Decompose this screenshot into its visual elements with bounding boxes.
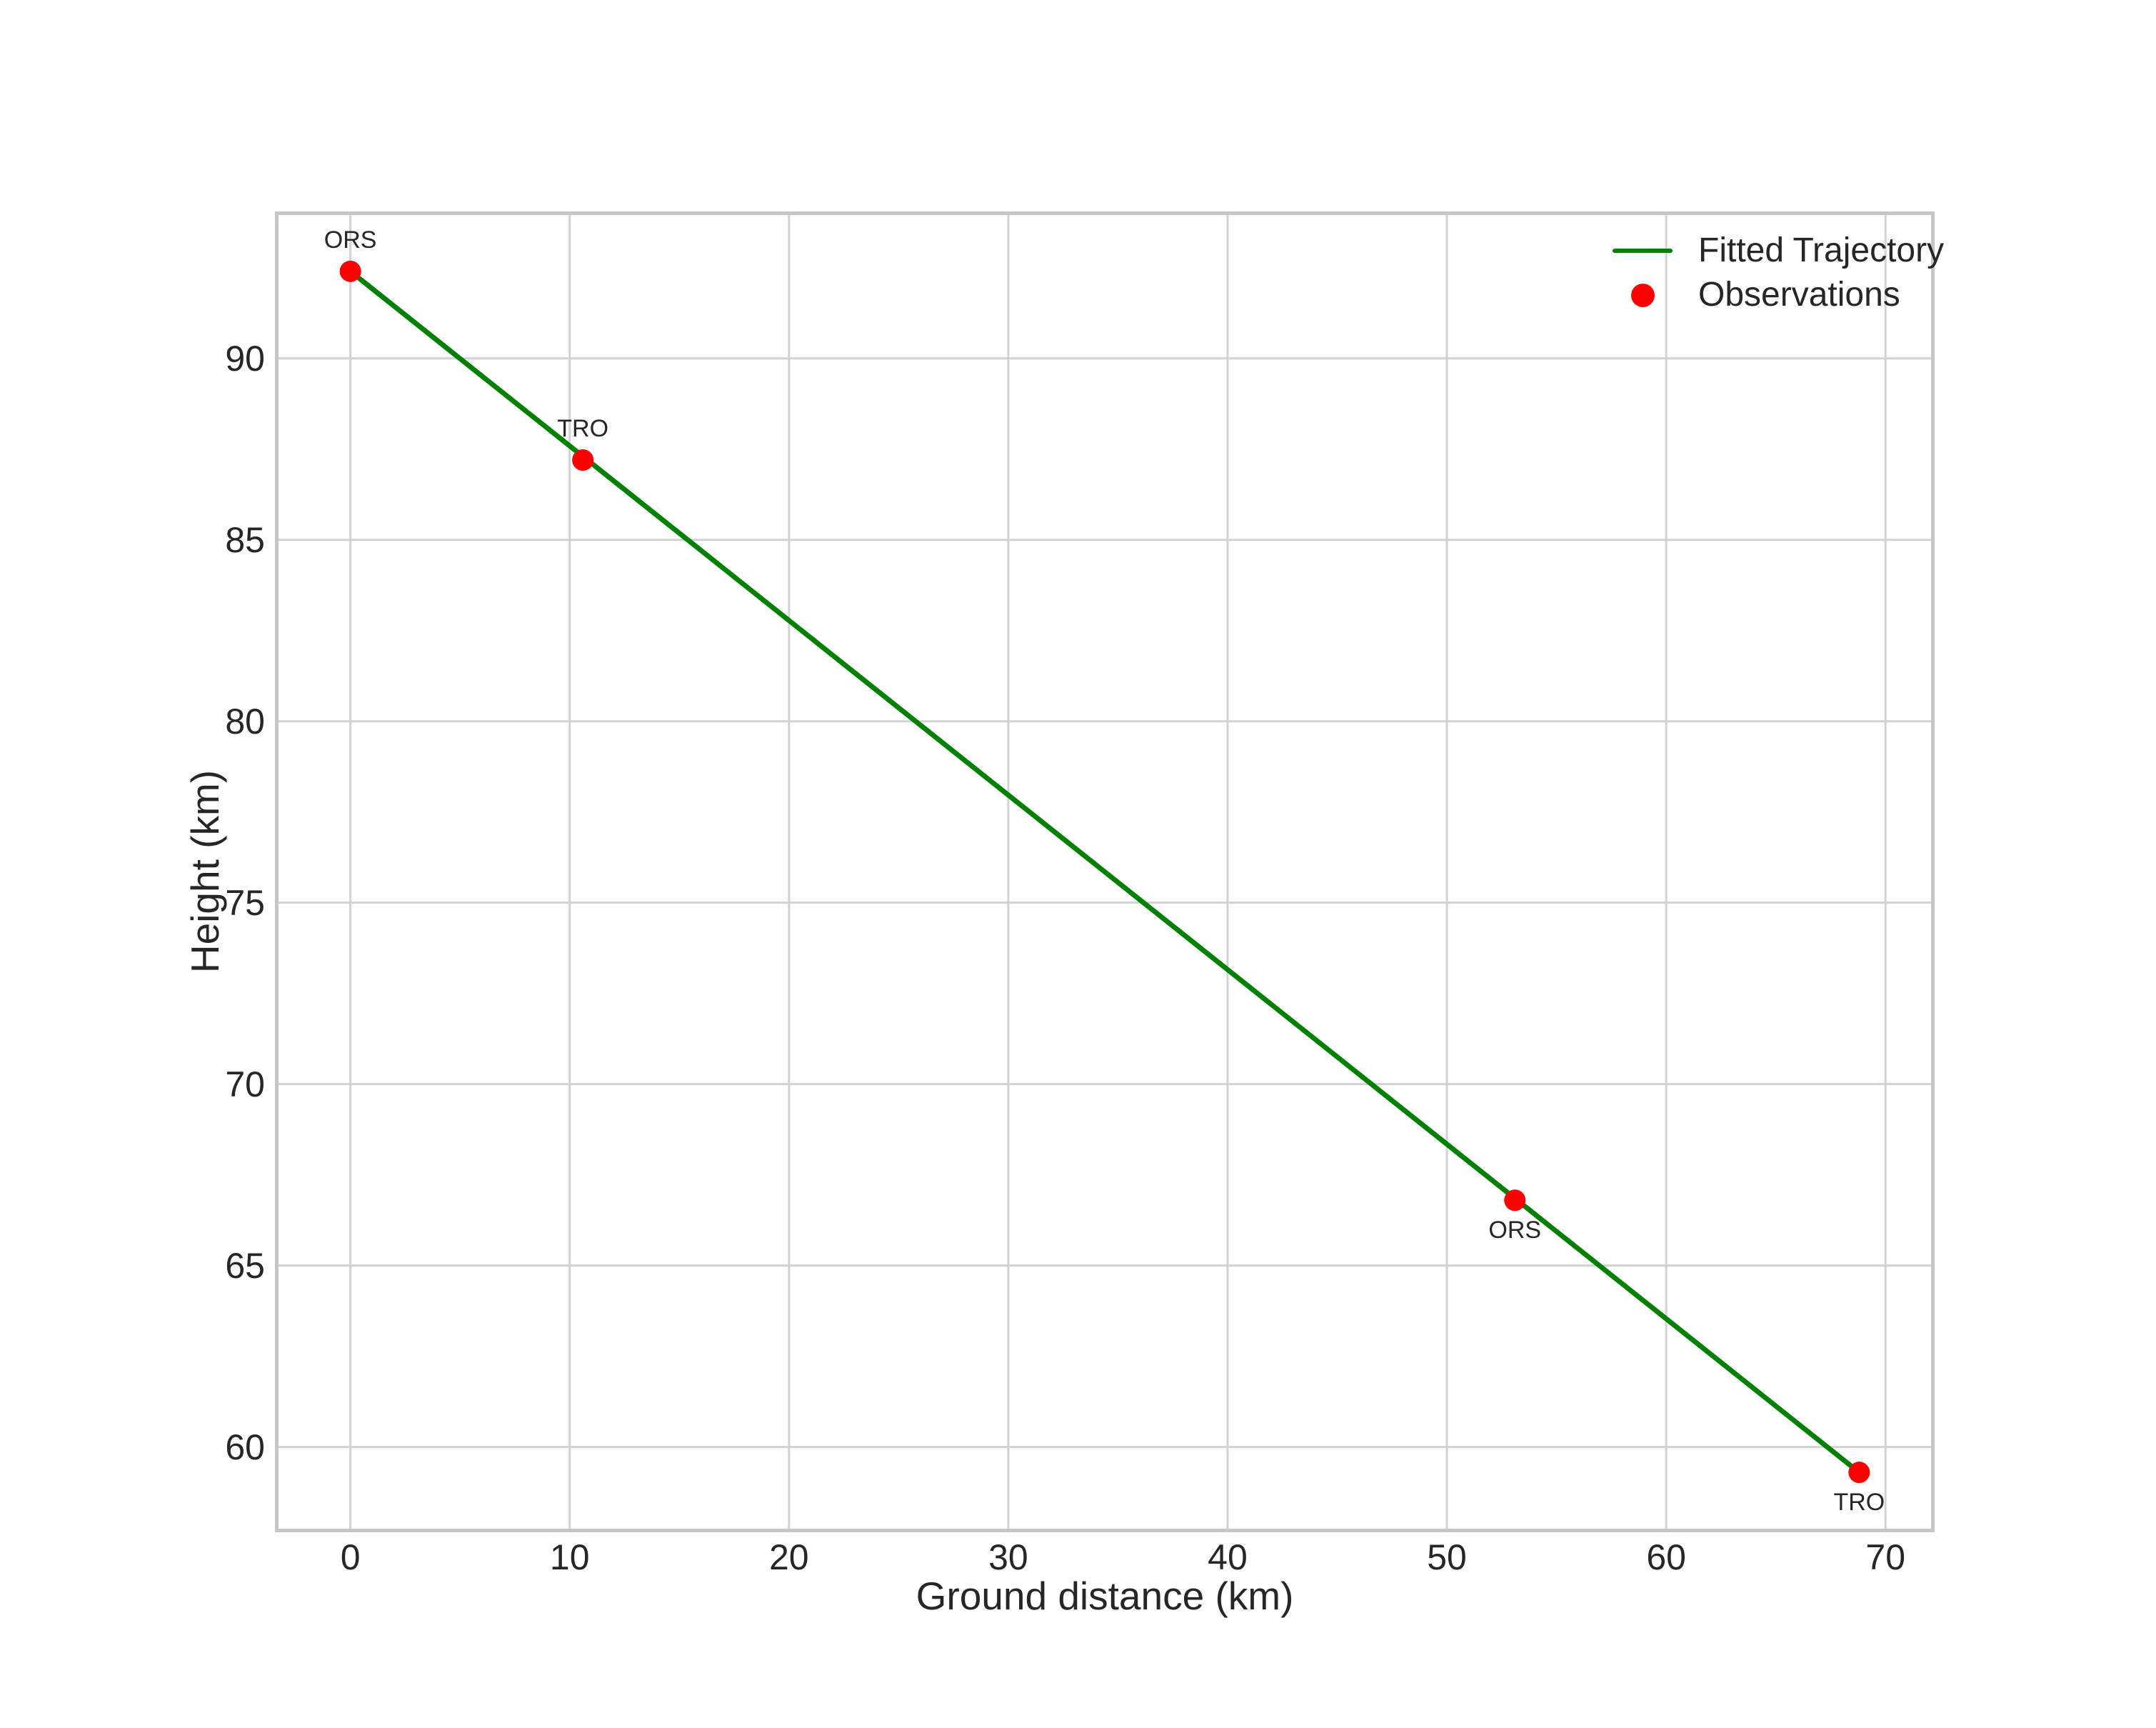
x-axis-label: Ground distance (km) [916, 1574, 1294, 1618]
observation-point-tro-1 [572, 449, 594, 471]
legend: Fitted Trajectory Observations [1613, 229, 1944, 317]
y-tick-label-90: 90 [225, 338, 265, 379]
y-tick-label-75: 75 [225, 882, 265, 923]
observation-point-ors-0 [339, 260, 361, 282]
x-tick-label-60: 60 [1646, 1537, 1686, 1577]
plot-border [275, 211, 1935, 1532]
x-tick-label-30: 30 [988, 1537, 1028, 1577]
fitted-trajectory-line [348, 269, 1862, 1475]
plot-svg [275, 211, 1935, 1532]
legend-sample-slot [1613, 283, 1673, 307]
observation-point-tro-3 [1848, 1462, 1870, 1484]
x-tick-label-40: 40 [1208, 1537, 1248, 1577]
x-tick-label-0: 0 [340, 1537, 361, 1577]
y-axis-label: Height (km) [183, 769, 227, 974]
y-tick-label-65: 65 [225, 1245, 265, 1286]
y-tick-label-70: 70 [225, 1064, 265, 1104]
plot-area: Fitted Trajectory Observations ORS TRO ORS… [275, 211, 1944, 1532]
point-label-ors-2: ORS [1488, 1217, 1542, 1244]
x-tick-label-50: 50 [1427, 1537, 1467, 1577]
x-tick-label-10: 10 [549, 1537, 590, 1577]
legend-label-fitted-trajectory: Fitted Trajectory [1698, 231, 1945, 269]
legend-label-observations: Observations [1698, 276, 1900, 314]
legend-item-fitted-trajectory: Fitted Trajectory [1613, 229, 1944, 273]
legend-item-observations: Observations [1613, 273, 1944, 317]
point-label-ors-0: ORS [324, 226, 377, 254]
observation-point-ors-2 [1504, 1189, 1526, 1212]
legend-line-sample-icon [1613, 249, 1673, 253]
legend-sample-slot [1613, 249, 1673, 253]
x-tick-label-20: 20 [768, 1537, 809, 1577]
y-tick-label-60: 60 [225, 1427, 265, 1467]
y-tick-label-80: 80 [225, 701, 265, 741]
legend-marker-sample-icon [1630, 283, 1655, 307]
point-label-tro-1: TRO [557, 414, 609, 442]
point-label-tro-3: TRO [1833, 1489, 1885, 1517]
y-tick-label-85: 85 [225, 519, 265, 560]
x-tick-label-70: 70 [1865, 1537, 1906, 1577]
